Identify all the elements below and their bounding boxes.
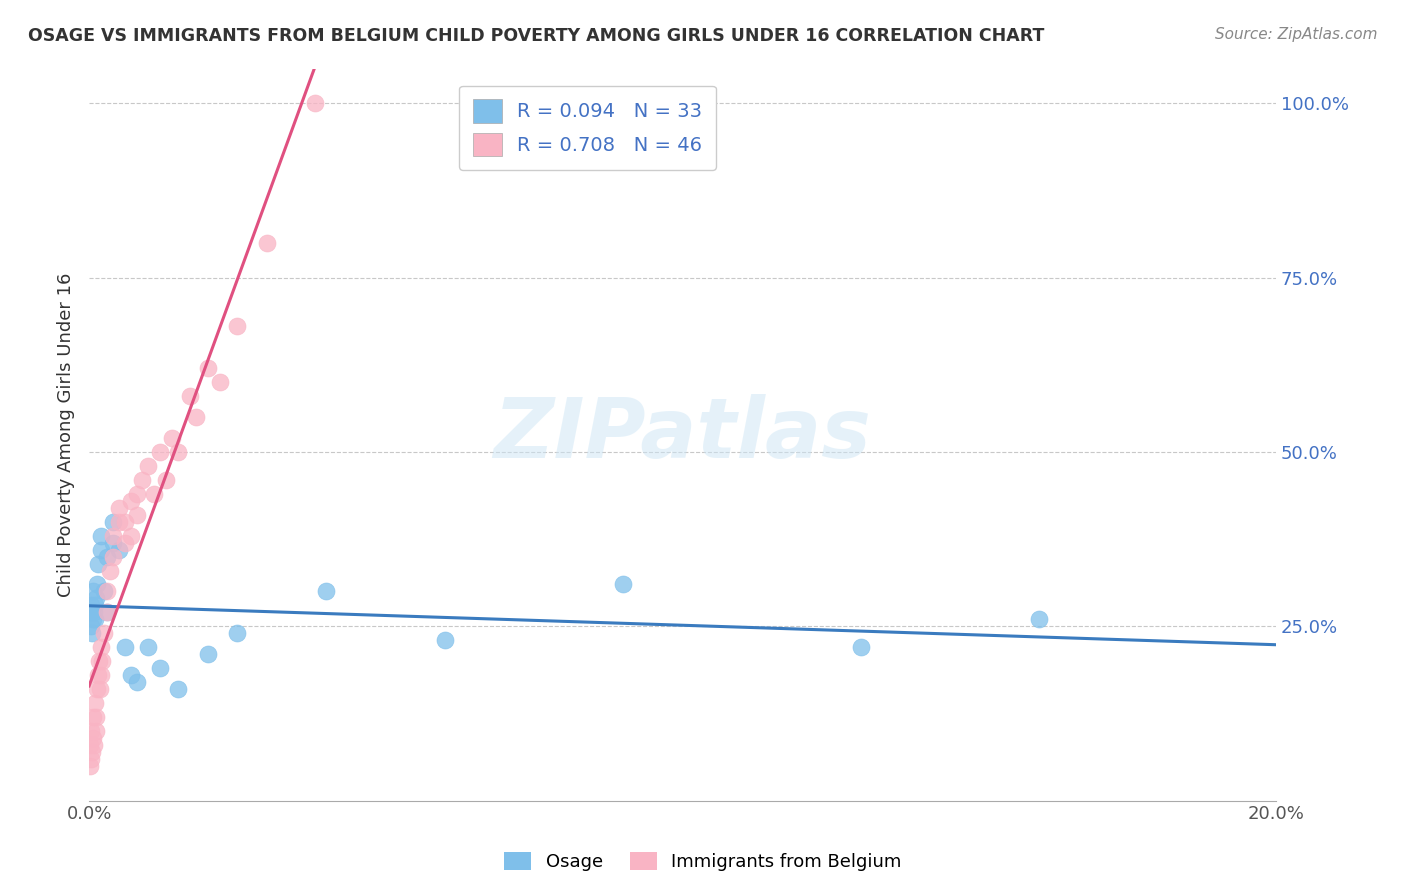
Point	[82, 731, 104, 745]
Point	[90, 640, 112, 655]
Point	[226, 319, 249, 334]
Point	[184, 410, 207, 425]
Point	[149, 445, 172, 459]
Point	[114, 535, 136, 549]
Point	[208, 376, 231, 390]
Point	[167, 445, 190, 459]
Point	[80, 619, 103, 633]
Point	[125, 487, 148, 501]
Point	[101, 549, 124, 564]
Point	[101, 529, 124, 543]
Point	[155, 473, 177, 487]
Point	[1028, 612, 1050, 626]
Point	[131, 473, 153, 487]
Point	[96, 606, 118, 620]
Point	[120, 668, 142, 682]
Point	[101, 535, 124, 549]
Point	[101, 515, 124, 529]
Point	[167, 681, 190, 696]
Point	[80, 752, 103, 766]
Text: ZIPatlas: ZIPatlas	[494, 394, 872, 475]
Point	[87, 654, 110, 668]
Point	[434, 633, 457, 648]
Point	[90, 542, 112, 557]
Point	[89, 681, 111, 696]
Point	[86, 577, 108, 591]
Point	[226, 626, 249, 640]
Point	[197, 647, 219, 661]
Point	[82, 710, 104, 724]
Point	[84, 696, 107, 710]
Text: Source: ZipAtlas.com: Source: ZipAtlas.com	[1215, 27, 1378, 42]
Point	[114, 515, 136, 529]
Point	[138, 640, 160, 655]
Point	[93, 584, 115, 599]
Point	[96, 606, 118, 620]
Legend: Osage, Immigrants from Belgium: Osage, Immigrants from Belgium	[496, 845, 910, 879]
Point	[93, 626, 115, 640]
Point	[149, 661, 172, 675]
Point	[79, 738, 101, 752]
Point	[80, 599, 103, 613]
Point	[160, 431, 183, 445]
Point	[120, 493, 142, 508]
Point	[849, 640, 872, 655]
Point	[84, 710, 107, 724]
Point	[612, 577, 634, 591]
Point	[82, 584, 104, 599]
Point	[80, 745, 103, 759]
Point	[87, 668, 110, 682]
Point	[83, 606, 105, 620]
Point	[91, 654, 114, 668]
Y-axis label: Child Poverty Among Girls Under 16: Child Poverty Among Girls Under 16	[58, 272, 75, 597]
Point	[304, 96, 326, 111]
Point	[107, 542, 129, 557]
Text: OSAGE VS IMMIGRANTS FROM BELGIUM CHILD POVERTY AMONG GIRLS UNDER 16 CORRELATION : OSAGE VS IMMIGRANTS FROM BELGIUM CHILD P…	[28, 27, 1045, 45]
Point	[84, 599, 107, 613]
Point	[79, 758, 101, 772]
Point	[87, 557, 110, 571]
Point	[179, 389, 201, 403]
Point	[125, 675, 148, 690]
Point	[114, 640, 136, 655]
Point	[315, 584, 337, 599]
Point	[256, 235, 278, 250]
Point	[120, 529, 142, 543]
Point	[143, 487, 166, 501]
Point	[80, 723, 103, 738]
Point	[80, 626, 103, 640]
Point	[86, 681, 108, 696]
Point	[107, 515, 129, 529]
Point	[107, 500, 129, 515]
Point	[84, 723, 107, 738]
Point	[82, 612, 104, 626]
Legend: R = 0.094   N = 33, R = 0.708   N = 46: R = 0.094 N = 33, R = 0.708 N = 46	[460, 86, 716, 170]
Point	[125, 508, 148, 522]
Point	[96, 549, 118, 564]
Point	[84, 591, 107, 606]
Point	[83, 738, 105, 752]
Point	[96, 584, 118, 599]
Point	[90, 529, 112, 543]
Point	[90, 668, 112, 682]
Point	[138, 458, 160, 473]
Point	[84, 612, 107, 626]
Point	[98, 564, 121, 578]
Point	[79, 606, 101, 620]
Point	[197, 361, 219, 376]
